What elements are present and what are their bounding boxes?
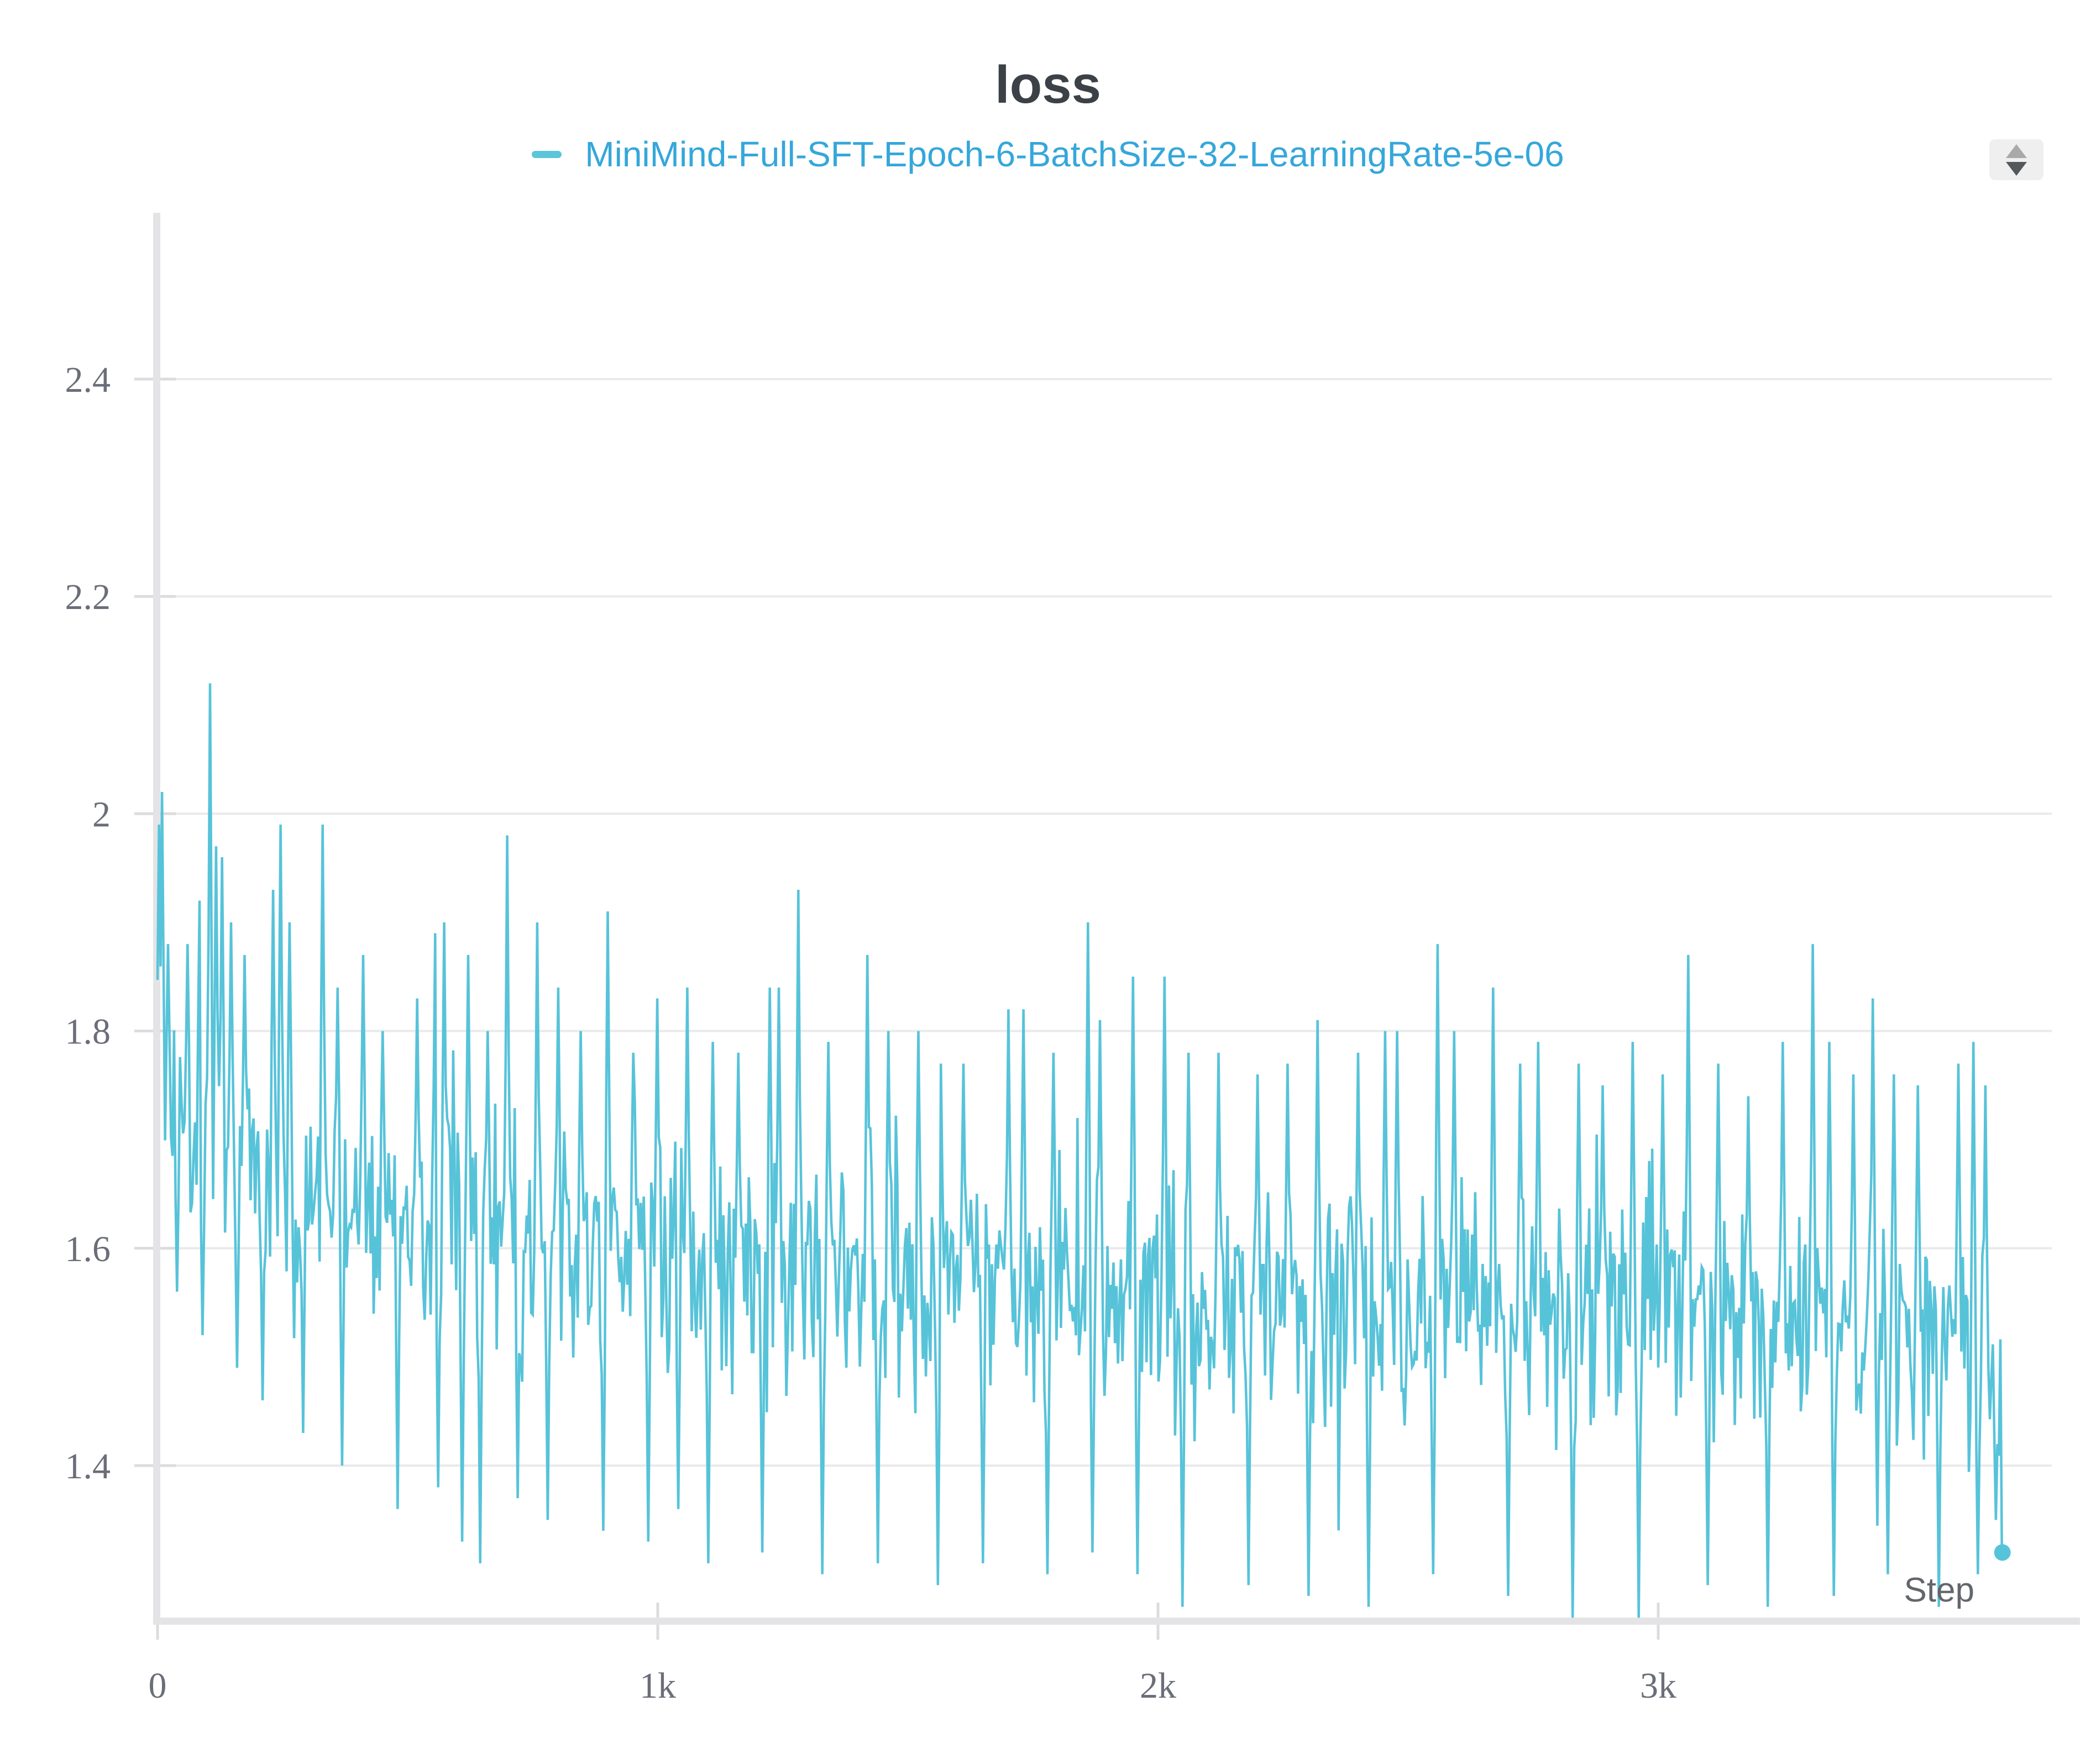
panel-stepper-button[interactable] bbox=[1989, 139, 2043, 180]
y-axis-line bbox=[153, 213, 160, 1625]
chart-legend: MiniMind-Full-SFT-Epoch-6-BatchSize-32-L… bbox=[0, 133, 2096, 176]
x-axis-tick-label: 0 bbox=[149, 1666, 167, 1706]
legend-item-run[interactable]: MiniMind-Full-SFT-Epoch-6-BatchSize-32-L… bbox=[532, 136, 1564, 172]
axis-labels-layer: 2.4 2.2 2 1.8 1.6 1.4 0 1k 2k 3k Step bbox=[65, 360, 1975, 1706]
legend-run-label: MiniMind-Full-SFT-Epoch-6-BatchSize-32-L… bbox=[585, 134, 1564, 174]
y-axis-tick-label: 1.8 bbox=[65, 1012, 111, 1052]
series-endpoint-marker[interactable] bbox=[1994, 1544, 2011, 1561]
x-axis-tick-label: 3k bbox=[1640, 1666, 1676, 1706]
series-layer bbox=[156, 683, 2011, 1618]
y-axis-tick-label: 1.6 bbox=[65, 1229, 111, 1269]
gridlines-layer bbox=[160, 378, 2052, 1467]
arrow-up-icon bbox=[2006, 144, 2027, 158]
y-axis-tick-label: 2.4 bbox=[65, 360, 111, 400]
axis-layer bbox=[153, 213, 2080, 1625]
y-axis-tick-label: 2 bbox=[92, 794, 111, 834]
page-title: loss bbox=[994, 55, 1102, 114]
loss-series-line[interactable] bbox=[156, 683, 2003, 1618]
x-axis-tick-label: 2k bbox=[1140, 1666, 1176, 1706]
y-axis-tick-label: 2.2 bbox=[65, 577, 111, 617]
arrow-down-icon bbox=[2006, 161, 2027, 176]
x-axis-tick-label: 1k bbox=[640, 1666, 676, 1706]
x-axis-line bbox=[153, 1618, 2080, 1625]
x-axis-title: Step bbox=[1904, 1571, 1974, 1609]
legend-line-swatch-icon bbox=[532, 150, 562, 158]
y-axis-tick-label: 1.4 bbox=[65, 1446, 111, 1487]
